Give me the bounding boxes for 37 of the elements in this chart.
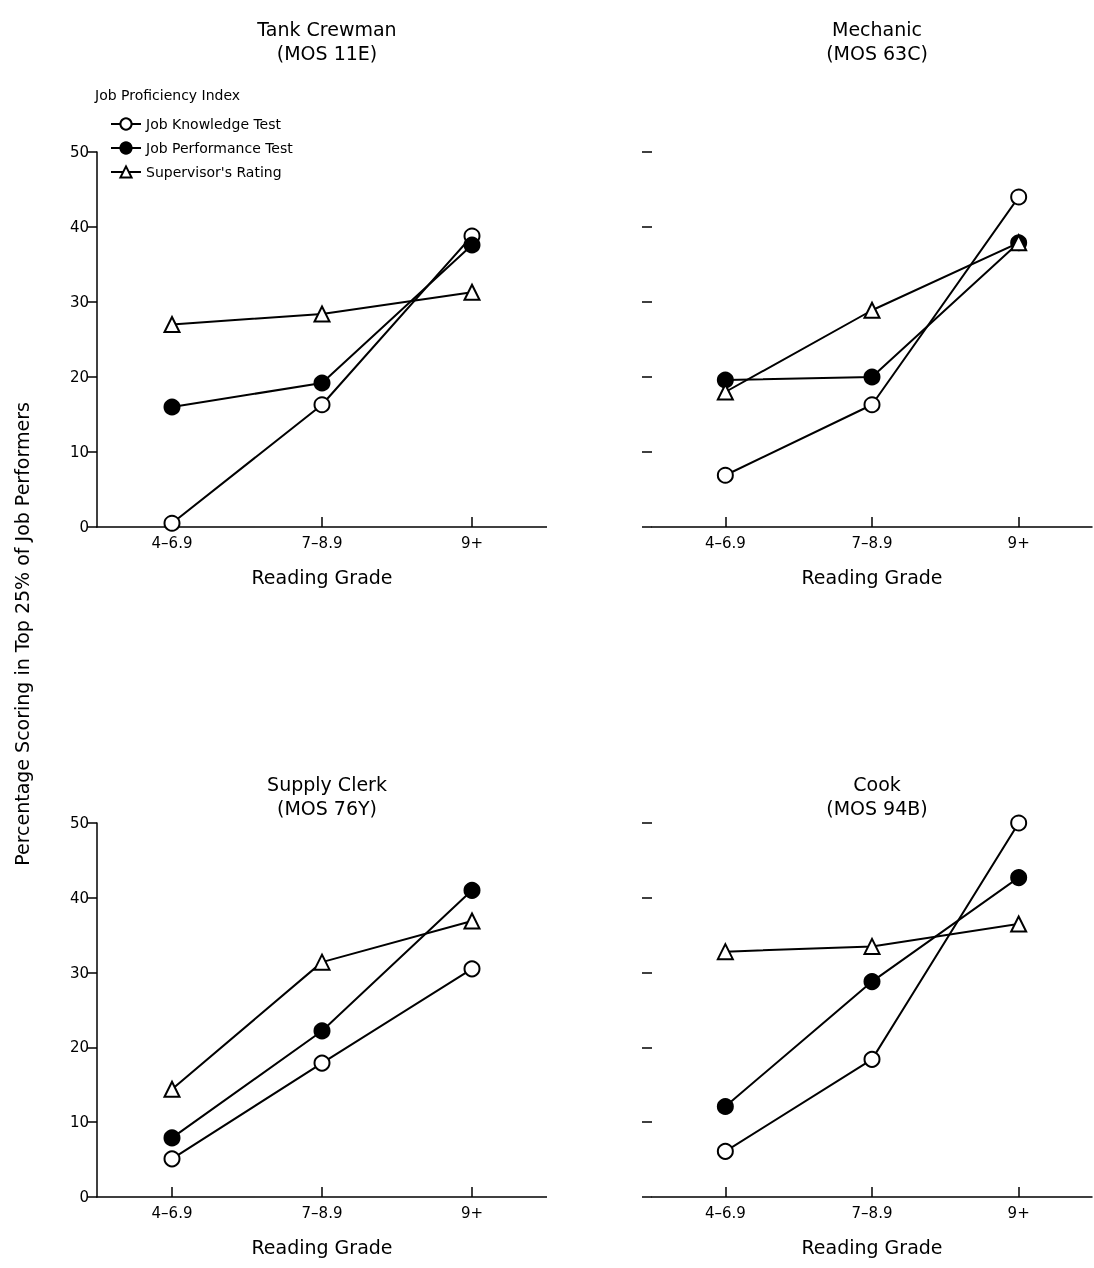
y-tick-label: 20 [69,1038,89,1057]
y-tick-label: 40 [69,218,89,236]
x-tick-label: 9+ [1007,533,1030,552]
x-tick-label: 4–6.9 [151,533,193,552]
legend-label: Job Knowledge Test [145,116,282,132]
x-axis-title: Reading Grade [801,565,943,588]
x-axis-title: Reading Grade [251,565,393,588]
x-tick-label: 4–6.9 [704,1203,746,1222]
x-axis-title: Reading Grade [251,1235,393,1258]
y-tick-label: 50 [69,814,89,832]
y-tick-label: 30 [69,963,89,982]
chart-title: Mechanic (MOS 63C) [826,18,928,64]
x-tick-label: 7–8.9 [301,533,343,552]
legend-label: Supervisor's Rating [146,164,282,180]
x-tick-label: 7–8.9 [301,1203,343,1222]
y-tick-label: 40 [69,888,89,907]
y-tick-label: 50 [69,143,89,161]
x-tick-label: 7–8.9 [851,1203,893,1222]
y-tick-label: 10 [69,1113,89,1132]
legend-label: Job Performance Test [145,140,294,156]
y-axis-title: Percentage Scoring in Top 25% of Job Performers [11,402,33,866]
x-axis-title: Reading Grade [801,1235,943,1258]
y-tick-label: 10 [69,443,89,461]
y-tick-label: 0 [79,1188,89,1206]
x-tick-label: 9+ [460,533,484,552]
chart-title: Supply Clerk (MOS 76Y) [267,773,387,819]
chart-title: Cook (MOS 94B) [826,773,928,819]
y-tick-label: 20 [69,368,89,386]
x-tick-label: 4–6.9 [151,1203,193,1222]
x-tick-label: 4–6.9 [704,533,746,552]
x-tick-label: 9+ [460,1203,484,1222]
y-tick-label: 0 [79,518,89,536]
y-tick-label: 30 [69,293,89,311]
legend-title: Job Proficiency Index [94,87,241,103]
x-tick-label: 9+ [1007,1203,1030,1222]
x-tick-label: 7–8.9 [851,533,893,552]
chart-title: Tank Crewman (MOS 11E) [256,18,397,64]
